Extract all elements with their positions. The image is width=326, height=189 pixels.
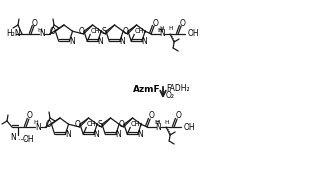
Text: ‥‥: ‥‥ [17,135,26,141]
Text: O: O [175,112,181,121]
Text: N: N [159,29,165,39]
Text: O: O [32,19,38,28]
Text: O: O [179,19,185,28]
Text: O₂: O₂ [166,91,175,100]
Text: H: H [160,26,164,32]
Text: N: N [69,37,75,46]
Text: N: N [94,130,99,139]
Text: O: O [75,120,81,129]
Text: O: O [152,19,158,28]
Text: FADH₂: FADH₂ [166,84,190,93]
Text: CH₃: CH₃ [86,121,98,127]
Text: CH₃: CH₃ [130,121,142,127]
Text: S: S [97,120,102,129]
Text: N: N [35,122,41,132]
Text: O: O [148,112,154,121]
Text: AzmF: AzmF [133,85,161,94]
Text: H: H [169,26,173,32]
Text: O: O [119,120,125,129]
Text: H: H [34,121,38,125]
Text: O: O [79,27,84,36]
Text: OH: OH [23,136,35,145]
Text: S: S [101,27,106,36]
Text: N: N [97,37,103,46]
Text: H: H [159,28,164,33]
Text: H: H [165,119,170,125]
Text: H: H [37,28,42,33]
Text: N: N [119,37,125,46]
Text: O: O [46,120,52,129]
Text: N: N [115,130,121,139]
Text: O: O [50,27,56,36]
Text: H: H [156,119,160,125]
Text: O: O [27,112,33,121]
Text: O: O [123,27,128,36]
Text: H: H [155,121,159,125]
Text: N: N [141,37,147,46]
Text: H₂N: H₂N [6,29,21,39]
Text: OH: OH [184,122,196,132]
Text: CH₃: CH₃ [90,28,102,34]
Text: OH: OH [188,29,200,39]
Text: H: H [158,28,162,33]
Text: N: N [65,130,71,139]
Text: N: N [39,29,45,39]
Text: N: N [155,122,161,132]
Text: N: N [10,133,16,143]
Text: N: N [138,130,143,139]
Text: CH₃: CH₃ [134,28,146,34]
